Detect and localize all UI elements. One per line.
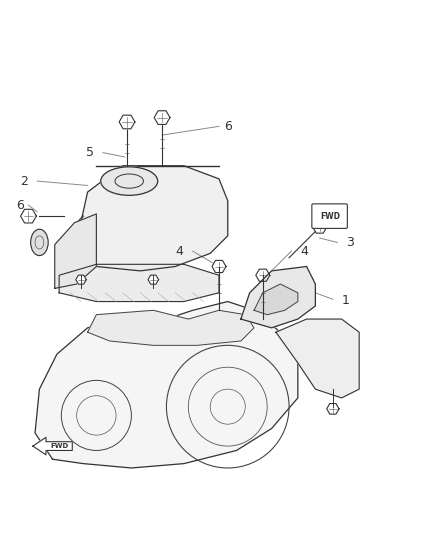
FancyBboxPatch shape: [312, 204, 347, 229]
Polygon shape: [61, 166, 228, 271]
Polygon shape: [148, 275, 159, 284]
Polygon shape: [327, 403, 339, 414]
Polygon shape: [76, 275, 86, 284]
Text: 6: 6: [224, 120, 232, 133]
Polygon shape: [154, 111, 170, 124]
Polygon shape: [21, 209, 36, 223]
Polygon shape: [212, 261, 226, 272]
Polygon shape: [313, 221, 327, 233]
Text: FWD: FWD: [50, 443, 68, 449]
Text: 6: 6: [16, 199, 24, 212]
Polygon shape: [55, 214, 96, 288]
Text: 3: 3: [346, 236, 354, 249]
Polygon shape: [276, 319, 359, 398]
Text: 4: 4: [176, 245, 184, 257]
Polygon shape: [256, 269, 270, 281]
Polygon shape: [119, 115, 135, 129]
Polygon shape: [33, 437, 72, 455]
Polygon shape: [35, 302, 298, 468]
Polygon shape: [88, 310, 254, 345]
Text: 1: 1: [342, 294, 350, 307]
Text: FWD: FWD: [320, 212, 340, 221]
Ellipse shape: [101, 167, 158, 195]
Ellipse shape: [31, 229, 48, 255]
Text: 5: 5: [86, 146, 94, 159]
Text: 4: 4: [300, 245, 308, 257]
Polygon shape: [254, 284, 298, 314]
Polygon shape: [241, 266, 315, 328]
Text: 2: 2: [20, 175, 28, 188]
Polygon shape: [59, 264, 219, 302]
